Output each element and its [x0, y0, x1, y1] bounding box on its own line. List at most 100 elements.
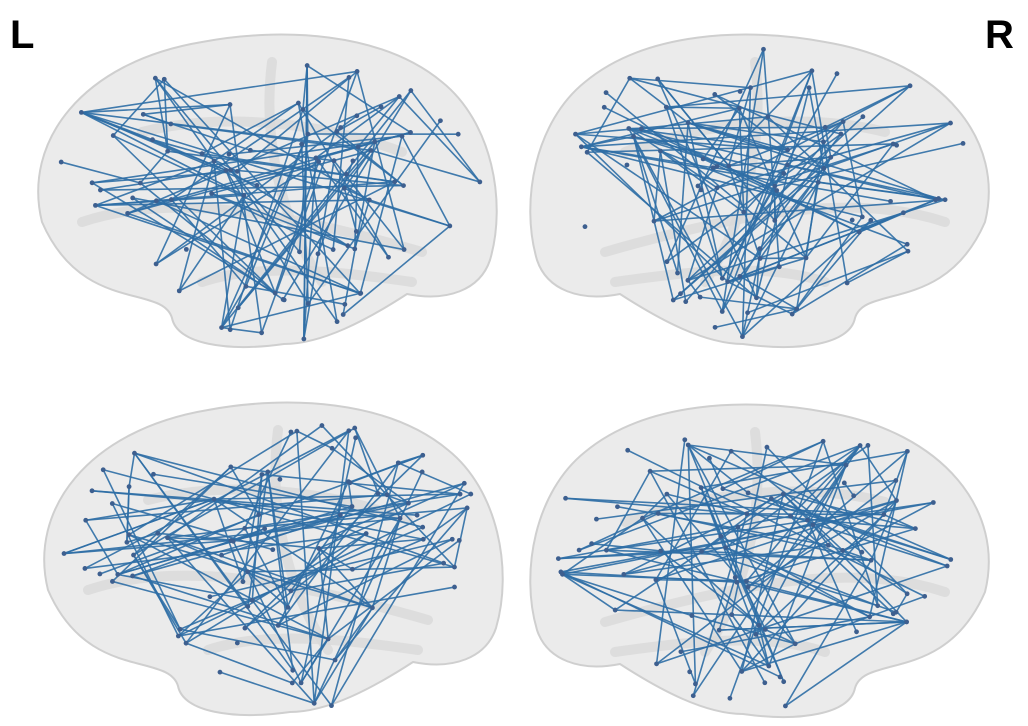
connection — [877, 604, 897, 613]
node — [347, 480, 353, 486]
connection — [687, 279, 701, 298]
connection — [676, 122, 689, 274]
connection — [63, 539, 231, 555]
node — [300, 107, 306, 112]
connection — [318, 548, 329, 640]
connection — [134, 452, 423, 528]
node — [329, 445, 335, 451]
node — [843, 462, 849, 468]
connection — [220, 90, 412, 329]
connection — [143, 103, 231, 116]
node — [849, 217, 855, 223]
node — [907, 83, 913, 89]
node — [97, 571, 103, 577]
node — [719, 275, 725, 281]
connection — [581, 146, 714, 169]
connection — [244, 493, 461, 530]
node — [741, 209, 747, 215]
connection — [307, 120, 442, 305]
connection — [359, 135, 403, 294]
connection — [712, 166, 939, 200]
connection — [352, 538, 424, 570]
node — [325, 636, 331, 642]
node — [332, 657, 338, 663]
node — [867, 614, 873, 620]
connection — [313, 607, 374, 704]
connection — [565, 497, 884, 516]
node — [875, 603, 881, 609]
node — [304, 63, 310, 68]
node — [334, 129, 340, 134]
connection — [716, 122, 951, 189]
node — [780, 491, 786, 497]
connection — [565, 497, 916, 530]
connection — [655, 579, 697, 685]
node — [350, 158, 356, 164]
connection — [139, 150, 169, 184]
node — [904, 619, 910, 625]
connection — [315, 157, 390, 258]
connection — [700, 487, 785, 683]
node — [297, 249, 302, 255]
node — [115, 572, 121, 577]
node — [655, 511, 661, 516]
connection — [347, 481, 353, 507]
node — [234, 169, 240, 174]
connection — [81, 103, 231, 114]
node — [270, 547, 276, 553]
connection — [728, 165, 776, 221]
connection — [213, 493, 461, 500]
node — [235, 305, 241, 311]
connection — [741, 87, 752, 337]
connection — [755, 87, 810, 299]
connection — [687, 187, 718, 281]
connection — [63, 517, 401, 555]
node — [401, 183, 406, 189]
connection — [721, 73, 838, 279]
node — [893, 478, 899, 483]
node — [699, 548, 705, 554]
connection — [685, 121, 844, 303]
node — [234, 640, 240, 646]
node — [58, 159, 64, 165]
connection — [244, 431, 292, 529]
connection — [154, 77, 301, 253]
connection — [178, 493, 472, 637]
node — [690, 693, 696, 699]
connection — [701, 497, 772, 552]
node — [685, 120, 691, 126]
connection — [688, 444, 847, 466]
connection — [371, 518, 401, 609]
connection — [657, 78, 730, 167]
node — [810, 522, 816, 528]
node — [168, 121, 174, 127]
node — [689, 613, 695, 618]
connection — [719, 621, 907, 631]
node — [840, 119, 846, 125]
node — [315, 251, 321, 257]
connection — [336, 130, 404, 187]
connection — [728, 156, 831, 167]
connection — [126, 532, 158, 544]
connection — [398, 454, 423, 464]
connection — [185, 642, 293, 684]
node — [901, 210, 906, 216]
node — [859, 214, 865, 220]
node — [712, 324, 718, 330]
node — [477, 179, 483, 185]
connection — [170, 199, 247, 287]
node — [319, 423, 325, 428]
node — [942, 197, 948, 203]
node — [737, 89, 743, 94]
node — [334, 319, 340, 325]
node — [137, 180, 143, 186]
connection — [103, 469, 215, 500]
node — [355, 144, 361, 150]
connection — [791, 216, 863, 315]
connection — [81, 70, 358, 114]
connection — [718, 577, 737, 631]
node — [228, 167, 234, 173]
connection — [356, 71, 405, 250]
connection — [220, 133, 309, 328]
node — [890, 141, 896, 147]
